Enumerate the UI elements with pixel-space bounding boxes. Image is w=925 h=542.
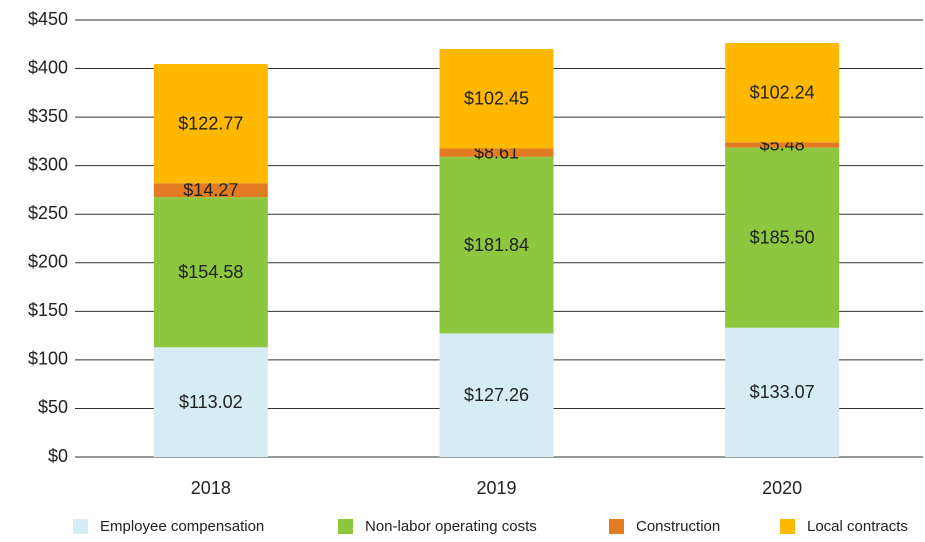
y-tick-label: $350 bbox=[28, 106, 68, 126]
data-label: $127.26 bbox=[464, 385, 529, 405]
bar-segment bbox=[439, 148, 554, 157]
y-tick-label: $150 bbox=[28, 300, 68, 320]
bar-segment bbox=[725, 147, 840, 328]
data-label: $14.27 bbox=[183, 180, 238, 200]
bar-segment bbox=[153, 347, 268, 457]
data-label: $122.77 bbox=[178, 113, 243, 133]
legend-swatch bbox=[338, 519, 353, 534]
bar-segment bbox=[439, 156, 554, 334]
legend-swatch bbox=[780, 519, 795, 534]
legend-label: Non-labor operating costs bbox=[365, 518, 537, 535]
x-tick-label: 2018 bbox=[191, 478, 231, 498]
legend-swatch bbox=[609, 519, 624, 534]
y-tick-label: $50 bbox=[38, 397, 68, 417]
data-label: $181.84 bbox=[464, 235, 529, 255]
legend-label: Employee compensation bbox=[100, 518, 264, 535]
y-tick-label: $250 bbox=[28, 203, 68, 223]
legend-label: Construction bbox=[636, 518, 720, 535]
data-label: $133.07 bbox=[750, 382, 815, 402]
bar-segment bbox=[153, 183, 268, 198]
bar-segment bbox=[725, 43, 840, 143]
y-tick-label: $200 bbox=[28, 252, 68, 272]
data-label: $185.50 bbox=[750, 227, 815, 247]
legend-label: Local contracts bbox=[807, 518, 908, 535]
bar-segment bbox=[725, 327, 840, 457]
bar-segment bbox=[153, 64, 268, 184]
bar-segment bbox=[439, 48, 554, 149]
y-tick-label: $300 bbox=[28, 154, 68, 174]
data-label: $113.02 bbox=[179, 392, 243, 412]
x-tick-label: 2020 bbox=[762, 478, 802, 498]
x-tick-label: 2019 bbox=[476, 478, 516, 498]
bar-segment bbox=[725, 142, 840, 148]
y-tick-label: $0 bbox=[48, 446, 68, 466]
y-tick-label: $400 bbox=[28, 57, 68, 77]
bar-segment bbox=[439, 333, 554, 457]
data-label: $102.45 bbox=[464, 88, 529, 108]
data-label: $102.24 bbox=[750, 82, 815, 102]
legend-swatch bbox=[73, 519, 88, 534]
y-tick-label: $100 bbox=[28, 349, 68, 369]
y-tick-label: $450 bbox=[28, 9, 68, 29]
bar-segment bbox=[153, 197, 268, 348]
data-label: $154.58 bbox=[178, 262, 243, 282]
